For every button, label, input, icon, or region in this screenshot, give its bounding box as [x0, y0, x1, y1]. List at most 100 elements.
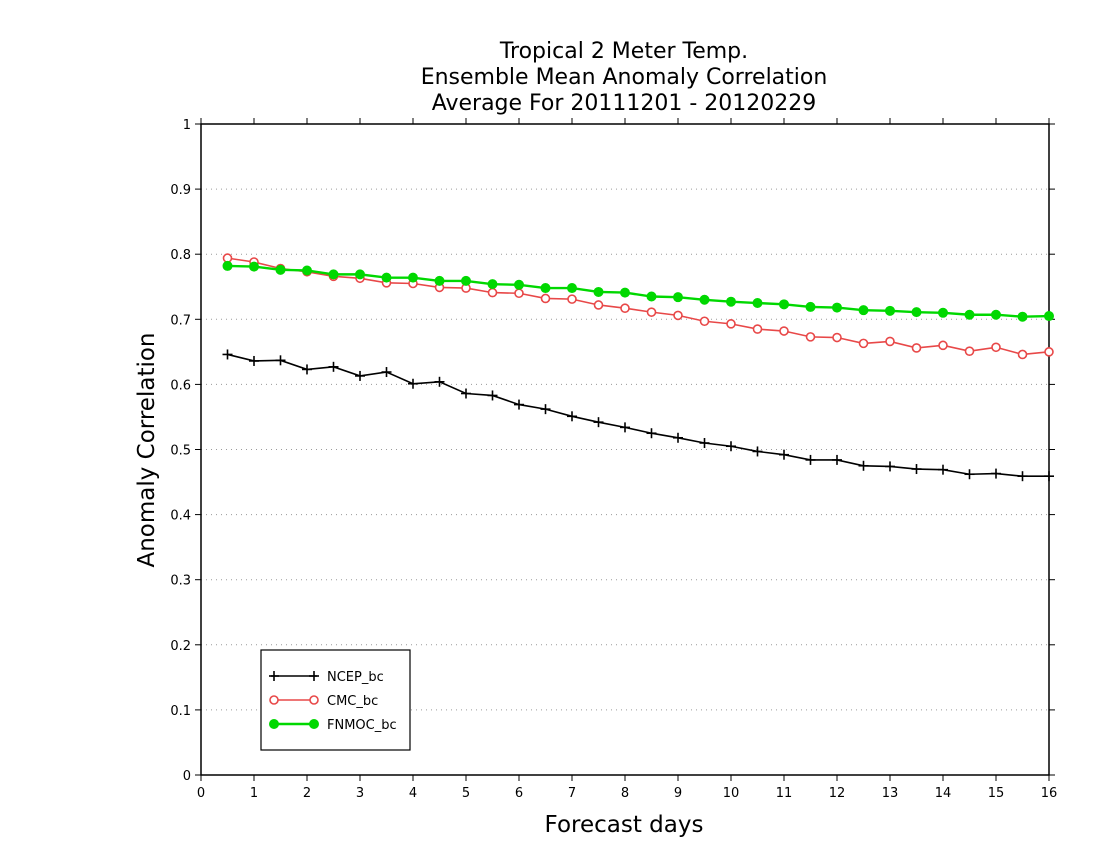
data-point — [381, 367, 392, 378]
data-point — [832, 454, 842, 465]
data-point — [991, 309, 1001, 320]
legend-entry: NCEP_bc — [269, 670, 384, 685]
data-point — [355, 269, 365, 280]
legend-entry: CMC_bc — [269, 694, 378, 709]
data-point — [991, 342, 1001, 353]
data-point — [620, 422, 630, 433]
data-point — [302, 265, 312, 276]
x-tick-label: 12 — [829, 786, 846, 801]
x-tick-label: 16 — [1041, 786, 1058, 801]
data-point — [938, 307, 948, 318]
x-tick-label: 8 — [621, 786, 629, 801]
legend-label: CMC_bc — [327, 694, 378, 709]
legend-marker — [269, 695, 279, 705]
data-point — [461, 388, 471, 399]
data-point — [222, 253, 233, 263]
data-point — [540, 404, 551, 415]
data-point — [726, 296, 736, 307]
x-tick-label: 2 — [303, 786, 311, 801]
data-point — [540, 293, 551, 304]
data-point — [275, 264, 286, 275]
data-point — [567, 283, 577, 294]
data-point — [699, 316, 710, 327]
data-point — [487, 287, 498, 298]
legend-label: NCEP_bc — [327, 670, 384, 685]
legend-marker — [309, 695, 319, 705]
data-point — [540, 283, 551, 294]
legend-marker — [269, 719, 279, 729]
data-point — [938, 464, 948, 475]
data-point — [514, 288, 524, 299]
data-point — [805, 454, 816, 465]
data-point — [593, 300, 604, 310]
data-point — [858, 305, 869, 316]
data-point — [858, 460, 869, 471]
legend: NCEP_bc CMC_bc FNMOC_bc — [260, 649, 411, 751]
data-point — [514, 399, 524, 410]
data-point — [885, 305, 895, 316]
series-layer — [222, 253, 1054, 482]
data-point — [487, 279, 498, 290]
y-tick-label: 1 — [183, 118, 191, 133]
data-point — [832, 332, 842, 343]
x-tick-label: 11 — [776, 786, 793, 801]
x-tick-label: 15 — [988, 786, 1005, 801]
x-tick-label: 13 — [882, 786, 899, 801]
y-tick-label: 0.3 — [170, 574, 191, 589]
series-NCEP_bc — [222, 349, 1054, 482]
y-tick-label: 0.7 — [170, 313, 191, 328]
data-point — [779, 326, 789, 336]
legend-entry: FNMOC_bc — [269, 718, 397, 733]
data-point — [328, 269, 339, 280]
x-tick-label: 0 — [197, 786, 205, 801]
data-point — [752, 446, 763, 457]
data-point — [964, 469, 975, 480]
data-point — [991, 468, 1001, 479]
data-point — [726, 441, 736, 452]
data-point — [1044, 311, 1054, 322]
x-tick-label: 9 — [674, 786, 682, 801]
data-point — [699, 437, 710, 448]
data-point — [726, 319, 736, 329]
title-line-3: Average For 20111201 - 20120229 — [432, 91, 817, 116]
series-FNMOC_bc — [222, 260, 1054, 322]
data-point — [832, 302, 842, 313]
x-tick-label: 1 — [250, 786, 258, 801]
series-CMC_bc — [222, 253, 1054, 360]
data-point — [673, 310, 683, 321]
data-point — [673, 432, 683, 443]
data-point — [355, 370, 365, 381]
y-tick-label: 0.6 — [170, 378, 191, 393]
data-point — [805, 332, 816, 342]
x-tick-label: 4 — [409, 786, 417, 801]
y-tick-label: 0 — [183, 769, 191, 784]
data-point — [911, 464, 922, 475]
data-point — [752, 298, 763, 309]
data-point — [620, 287, 630, 298]
y-axis-label: Anomaly Correlation — [134, 332, 160, 567]
data-point — [514, 279, 524, 290]
data-point — [964, 346, 975, 356]
data-point — [408, 378, 418, 389]
data-point — [911, 307, 922, 318]
x-tick-label: 10 — [723, 786, 740, 801]
data-point — [567, 294, 577, 304]
x-tick-label: 7 — [568, 786, 576, 801]
data-point — [249, 261, 259, 272]
data-point — [911, 343, 922, 353]
x-tick-label: 6 — [515, 786, 523, 801]
y-tick-label: 0.2 — [170, 639, 191, 654]
title-line-1: Tropical 2 Meter Temp. — [499, 39, 748, 64]
data-point — [620, 303, 630, 314]
data-point — [1044, 347, 1054, 357]
data-point — [646, 291, 657, 302]
x-axis-label: Forecast days — [545, 812, 704, 838]
y-tick-label: 0.4 — [170, 509, 191, 524]
data-point — [1017, 471, 1028, 482]
data-point — [673, 292, 683, 303]
data-point — [593, 286, 604, 297]
data-point — [222, 349, 233, 360]
data-point — [434, 275, 445, 286]
series-line — [227, 257, 1050, 356]
